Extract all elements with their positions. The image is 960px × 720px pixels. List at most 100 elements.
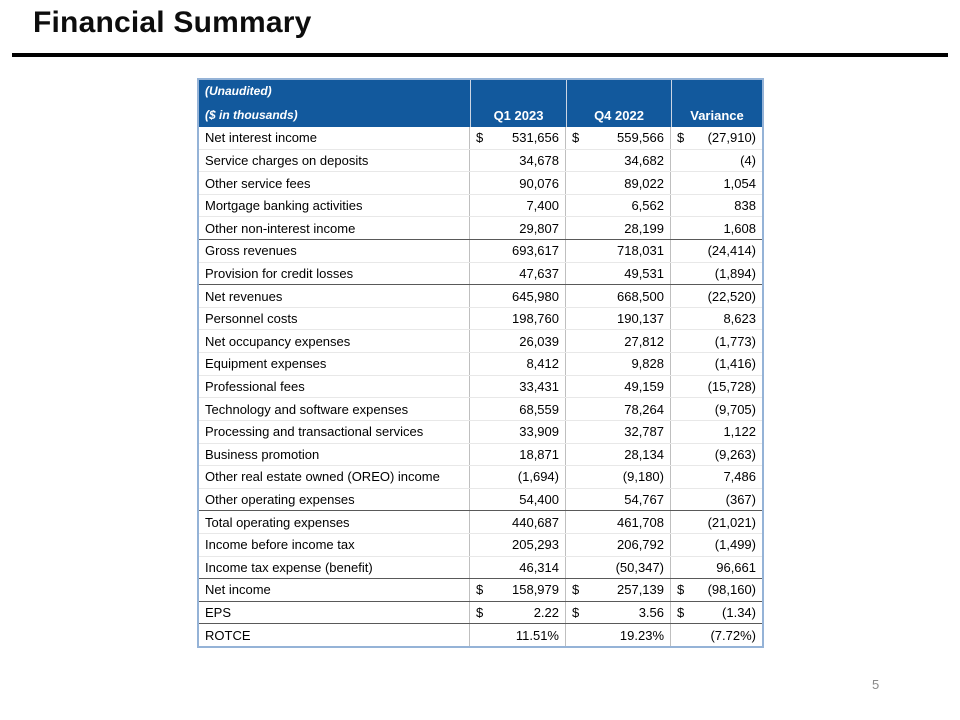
q1-2023-cell: $ 531,656 bbox=[470, 127, 566, 149]
variance-value: 96,661 bbox=[716, 559, 756, 575]
q1-2023-value: 47,637 bbox=[519, 265, 559, 281]
table-row: Net revenues 645,980 668,500 (22,520) bbox=[199, 284, 762, 307]
q4-2022-value: 32,787 bbox=[624, 424, 664, 440]
table-row: Net income $ 158,979 $ 257,139 $ (98,160… bbox=[199, 578, 762, 601]
variance-cell: (4) bbox=[671, 150, 762, 172]
q4-2022-cell: $ 3.56 bbox=[566, 601, 671, 624]
column-header-q1-2023: Q1 2023 bbox=[470, 80, 566, 127]
dollar-sign: $ bbox=[572, 582, 580, 598]
dollar-sign: $ bbox=[476, 130, 484, 146]
row-label: Personnel costs bbox=[199, 307, 470, 330]
q1-2023-cell: 18,871 bbox=[470, 443, 566, 466]
variance-value: (1.34) bbox=[722, 605, 756, 621]
q1-2023-value: 33,431 bbox=[519, 379, 559, 394]
row-label: Net income bbox=[199, 579, 470, 601]
variance-cell: 7,486 bbox=[671, 466, 762, 488]
q4-2022-cell: 89,022 bbox=[566, 172, 671, 194]
q1-2023-value: (1,694) bbox=[517, 469, 559, 485]
q1-2023-value: 8,412 bbox=[526, 356, 559, 372]
table-row: Net occupancy expenses 26,039 27,812 (1,… bbox=[199, 329, 762, 353]
row-label: ROTCE bbox=[199, 624, 470, 647]
table-row: Technology and software expenses 68,559 … bbox=[199, 397, 762, 420]
q4-2022-value: 28,199 bbox=[624, 220, 664, 236]
variance-value: (9,263) bbox=[714, 446, 756, 462]
dollar-sign: $ bbox=[572, 605, 580, 621]
table-row: Business promotion 18,871 28,134 (9,263) bbox=[199, 442, 762, 466]
row-label: Service charges on deposits bbox=[199, 149, 470, 172]
variance-cell: (24,414) bbox=[671, 240, 762, 262]
variance-value: (1,894) bbox=[714, 265, 756, 281]
variance-cell: 1,122 bbox=[671, 421, 762, 443]
table-row: Income tax expense (benefit) 46,314 (50,… bbox=[199, 555, 762, 579]
variance-value: 7,486 bbox=[723, 469, 756, 485]
q1-2023-cell: 68,559 bbox=[470, 398, 566, 420]
q4-2022-cell: 718,031 bbox=[566, 240, 671, 262]
variance-cell: (1,499) bbox=[671, 534, 762, 556]
variance-value: 1,054 bbox=[723, 175, 756, 191]
q1-2023-cell: 198,760 bbox=[470, 307, 566, 330]
q1-2023-cell: 440,687 bbox=[470, 511, 566, 533]
table-row: Income before income tax 205,293 206,792… bbox=[199, 532, 762, 556]
q1-2023-value: 68,559 bbox=[519, 401, 559, 417]
q1-2023-value: 531,656 bbox=[512, 130, 559, 146]
q4-2022-cell: 32,787 bbox=[566, 420, 671, 443]
q4-2022-cell: 28,134 bbox=[566, 443, 671, 466]
q4-2022-value: 718,031 bbox=[617, 243, 664, 259]
column-header-q4-2022: Q4 2022 bbox=[566, 80, 671, 127]
table-row: Other real estate owned (OREO) income (1… bbox=[199, 465, 762, 488]
q4-2022-cell: 461,708 bbox=[566, 511, 671, 533]
q1-2023-value: 46,314 bbox=[519, 559, 559, 575]
q4-2022-cell: 19.23% bbox=[566, 624, 671, 647]
q4-2022-value: 206,792 bbox=[617, 537, 664, 553]
q1-2023-value: 11.51% bbox=[515, 627, 559, 643]
variance-value: (1,416) bbox=[714, 356, 756, 372]
q1-2023-value: 645,980 bbox=[512, 288, 559, 304]
row-label: Professional fees bbox=[199, 375, 470, 398]
table-row: Other operating expenses 54,400 54,767 (… bbox=[199, 487, 762, 511]
q1-2023-value: 34,678 bbox=[519, 152, 559, 168]
table-header-label-cell: (Unaudited) ($ in thousands) bbox=[199, 80, 470, 127]
q4-2022-value: 190,137 bbox=[617, 311, 664, 327]
variance-cell: (15,728) bbox=[671, 376, 762, 398]
row-label: Other operating expenses bbox=[199, 488, 470, 511]
variance-cell: 8,623 bbox=[671, 308, 762, 330]
dollar-sign: $ bbox=[476, 582, 484, 598]
variance-value: (98,160) bbox=[707, 582, 756, 598]
q4-2022-value: 668,500 bbox=[617, 288, 664, 304]
variance-cell: 96,661 bbox=[671, 557, 762, 579]
q1-2023-value: 7,400 bbox=[526, 198, 559, 214]
q4-2022-cell: 206,792 bbox=[566, 533, 671, 556]
table-body: Net interest income $ 531,656 $ 559,566 … bbox=[199, 127, 762, 647]
dollar-sign: $ bbox=[677, 582, 685, 598]
variance-value: (4) bbox=[740, 152, 756, 168]
q1-2023-cell: (1,694) bbox=[470, 466, 566, 488]
q1-2023-value: 440,687 bbox=[512, 514, 559, 530]
table-row: Processing and transactional services 33… bbox=[199, 419, 762, 443]
table-row: Net interest income $ 531,656 $ 559,566 … bbox=[199, 127, 762, 149]
q1-2023-value: 198,760 bbox=[512, 311, 559, 327]
variance-cell: (367) bbox=[671, 489, 762, 511]
q4-2022-cell: 28,199 bbox=[566, 217, 671, 240]
q1-2023-value: 54,400 bbox=[519, 492, 559, 508]
q1-2023-cell: 645,980 bbox=[470, 285, 566, 307]
dollar-sign: $ bbox=[572, 130, 580, 146]
q1-2023-cell: 693,617 bbox=[470, 240, 566, 262]
variance-cell: (1,894) bbox=[671, 263, 762, 285]
q4-2022-cell: 78,264 bbox=[566, 398, 671, 420]
q4-2022-value: 78,264 bbox=[624, 401, 664, 417]
row-label: Income tax expense (benefit) bbox=[199, 556, 470, 579]
variance-cell: (9,705) bbox=[671, 398, 762, 420]
table-row: Equipment expenses 8,412 9,828 (1,416) bbox=[199, 352, 762, 375]
q4-2022-cell: 668,500 bbox=[566, 285, 671, 307]
q4-2022-value: 27,812 bbox=[624, 333, 664, 349]
variance-cell: (9,263) bbox=[671, 444, 762, 466]
dollar-sign: $ bbox=[677, 605, 685, 621]
q1-2023-value: 26,039 bbox=[519, 333, 559, 349]
q4-2022-cell: 49,159 bbox=[566, 375, 671, 398]
variance-cell: 838 bbox=[671, 195, 762, 217]
q4-2022-cell: 49,531 bbox=[566, 262, 671, 285]
q4-2022-value: 19.23% bbox=[619, 627, 664, 643]
q4-2022-value: (50,347) bbox=[615, 559, 664, 575]
q1-2023-cell: 33,431 bbox=[470, 375, 566, 398]
